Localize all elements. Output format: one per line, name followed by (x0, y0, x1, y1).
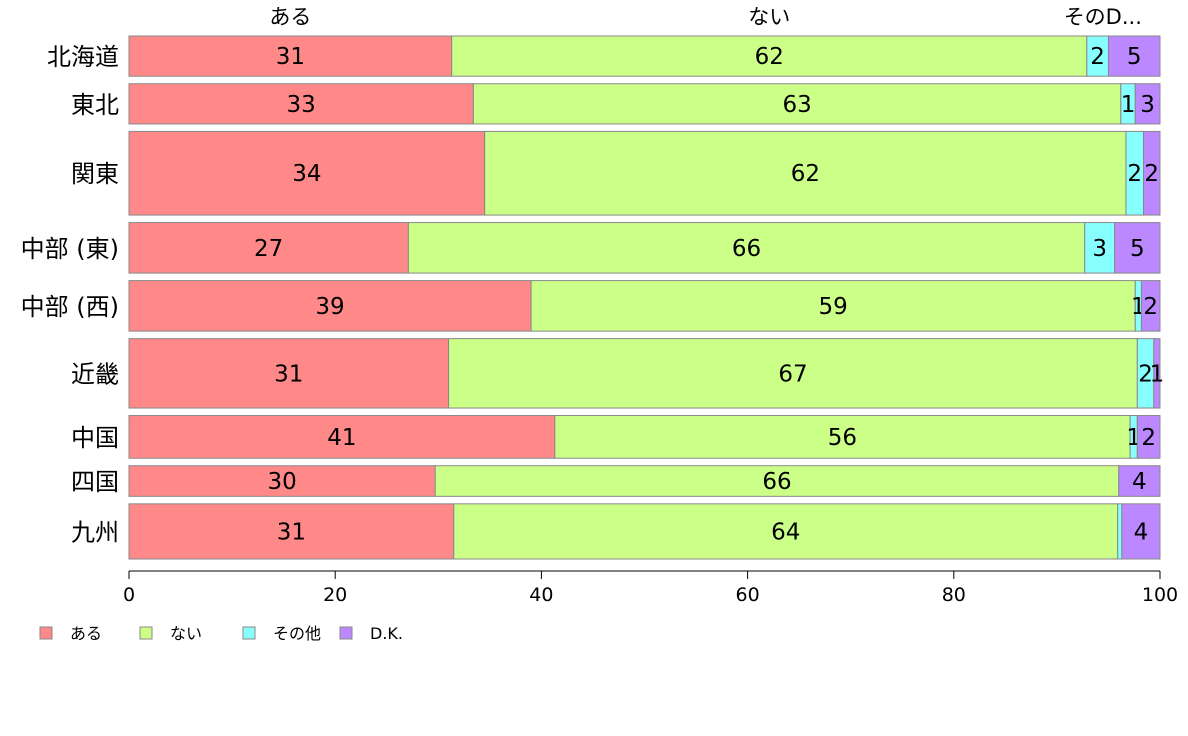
legend-label: ない (170, 624, 202, 643)
bar-segment (1084, 222, 1116, 274)
x-tick-label: 40 (529, 584, 553, 606)
bar-segment (128, 415, 556, 459)
bar-segment (484, 130, 1127, 216)
bar-value-label: 5 (1130, 236, 1145, 262)
bar-segment (1117, 503, 1123, 560)
bar-segment (128, 222, 409, 274)
bar-segment (1114, 222, 1161, 274)
bar-value-label: 4 (1134, 519, 1149, 545)
row-label: 関東 (71, 160, 119, 188)
legend-swatch (39, 626, 53, 640)
bar-segment (1136, 415, 1161, 459)
x-tick-label: 80 (942, 584, 966, 606)
top-label: ない (748, 5, 790, 29)
bar-value-label: 2 (1090, 44, 1105, 70)
bar-segment (1107, 35, 1161, 77)
legend: ある ない その他 D.K. (39, 624, 403, 643)
bar-segment (554, 415, 1131, 459)
row-label: 中部 (東) (21, 235, 119, 263)
top-label: そのD... (1064, 5, 1142, 29)
legend-label: ある (70, 624, 102, 643)
bar-value-label: 5 (1127, 44, 1142, 70)
top-category-labels: ある ない そのD... (269, 5, 1142, 29)
bar-value-label: 56 (828, 425, 857, 451)
bar-value-label: 39 (315, 294, 344, 320)
bar-segment (1140, 280, 1161, 332)
x-axis: 0 20 40 60 80 100 (123, 570, 1178, 606)
bar-value-label: 66 (762, 469, 791, 495)
bar-segment (530, 280, 1136, 332)
bar-value-label: 2 (1143, 294, 1158, 320)
bar-value-label: 2 (1138, 361, 1153, 387)
row-label: 東北 (71, 91, 119, 119)
legend-label: その他 (273, 624, 321, 643)
bar-segment (128, 280, 532, 332)
bar-segment (128, 465, 436, 497)
bar-segment (407, 222, 1086, 274)
top-label: ある (269, 5, 311, 29)
row-label: 北海道 (47, 43, 119, 71)
bar-segment (1118, 465, 1161, 497)
bar-value-label: 64 (771, 519, 800, 545)
bar-value-label: 34 (292, 161, 321, 187)
bar-value-label: 2 (1144, 161, 1159, 187)
bar-segment (128, 83, 474, 125)
bar-value-label: 27 (254, 236, 283, 262)
bar-value-label: 67 (778, 361, 807, 387)
bar-value-label: 2 (1127, 161, 1142, 187)
bar-value-label: 31 (274, 361, 303, 387)
bar-segment (1143, 130, 1161, 216)
bar-value-label: 1 (1150, 361, 1165, 387)
bar-value-label: 4 (1132, 469, 1147, 495)
bar-segment (128, 130, 486, 216)
bar-value-label: 62 (791, 161, 820, 187)
legend-swatch (139, 626, 153, 640)
bar-value-label: 59 (819, 294, 848, 320)
bar-segment (453, 503, 1119, 560)
bar-segment (128, 35, 453, 77)
bar-segment (1121, 503, 1161, 560)
bar-segment (472, 83, 1122, 125)
legend-swatch (339, 626, 353, 640)
bar-segment (1134, 83, 1161, 125)
bar-segment (448, 338, 1138, 409)
bar-segment (128, 503, 455, 560)
bar-value-label: 30 (267, 469, 296, 495)
bar-value-label: 31 (277, 519, 306, 545)
bar-segment (451, 35, 1088, 77)
bar-segment (128, 338, 450, 409)
x-tick-label: 60 (736, 584, 760, 606)
bar-value-label: 33 (287, 92, 316, 118)
x-tick-label: 100 (1142, 584, 1178, 606)
bar-segment (1153, 338, 1161, 409)
bar-value-label: 66 (732, 236, 761, 262)
row-label: 中部 (西) (21, 293, 119, 321)
bar-value-label: 41 (327, 425, 356, 451)
bar-value-label: 31 (276, 44, 305, 70)
row-label: 九州 (71, 518, 119, 546)
bar-value-label: 3 (1092, 236, 1107, 262)
row-label: 中国 (71, 424, 119, 452)
x-tick-label: 0 (123, 584, 135, 606)
bar-segment (434, 465, 1120, 497)
bar-value-label: 1 (1121, 92, 1136, 118)
legend-swatch (242, 626, 256, 640)
row-label: 四国 (71, 468, 119, 496)
bar-value-label: 2 (1141, 425, 1156, 451)
bar-value-label: 3 (1140, 92, 1155, 118)
x-tick-label: 20 (323, 584, 347, 606)
bar-value-label: 63 (782, 92, 811, 118)
bar-value-label: 62 (755, 44, 784, 70)
legend-label: D.K. (370, 624, 403, 643)
row-label: 近畿 (71, 360, 119, 388)
